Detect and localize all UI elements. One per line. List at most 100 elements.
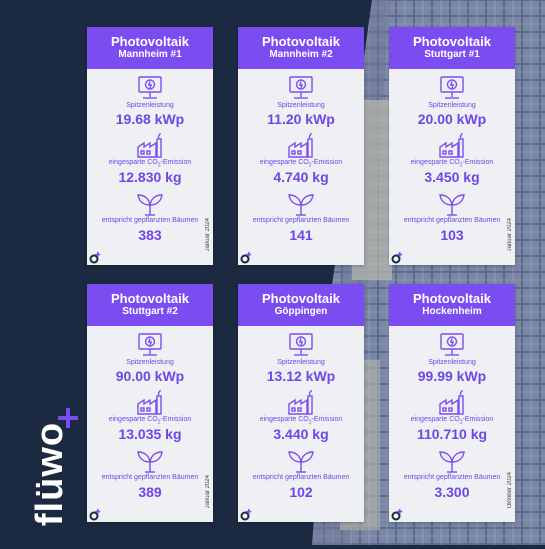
card-subtitle: Stuttgart #1 <box>424 49 480 60</box>
logo-text: flüwo <box>29 421 71 527</box>
peak-label: Spitzenleistung <box>126 102 174 109</box>
co2-label-sub: 2 <box>157 162 161 169</box>
trees-label: entspricht gepflanzten Bäumen <box>101 474 199 481</box>
co2-label-suffix: -Emission <box>160 416 192 423</box>
peak-value: 90.00 kWp <box>115 368 185 384</box>
co2-value: 12.830 kg <box>118 169 182 185</box>
date-label: Oktober 2024 <box>507 471 513 508</box>
sprout-icon <box>286 448 316 474</box>
trees-value: 3.300 <box>434 484 470 500</box>
trees-value: 389 <box>138 484 162 500</box>
co2-label: eingesparte CO2-Emission <box>389 416 515 425</box>
factory-icon <box>135 132 165 159</box>
card-header: Photovoltaik Mannheim #1 <box>87 27 213 69</box>
card-body: Spitzenleistung 11.20 kWp eingesparte CO… <box>238 69 364 265</box>
card-subtitle: Göppingen <box>274 306 328 317</box>
co2-label-sub: 2 <box>157 419 161 426</box>
mini-logo-icon <box>89 251 101 264</box>
solar-panel-icon <box>135 75 165 101</box>
card-body: Spitzenleistung 99.99 kWp eingesparte CO… <box>389 326 515 522</box>
mini-logo-icon <box>240 508 252 521</box>
co2-label-suffix: -Emission <box>462 159 494 166</box>
card-title: Photovoltaik <box>412 291 491 306</box>
peak-value: 13.12 kWp <box>266 368 336 384</box>
co2-value: 110.710 kg <box>416 426 488 442</box>
factory-icon <box>286 132 316 159</box>
sprout-icon <box>135 191 165 217</box>
mini-logo-icon <box>391 251 403 264</box>
peak-value: 11.20 kWp <box>267 111 335 127</box>
co2-label-suffix: -Emission <box>311 416 343 423</box>
card-header: Photovoltaik Stuttgart #1 <box>389 27 515 69</box>
co2-label-suffix: -Emission <box>311 159 343 166</box>
card-header: Photovoltaik Hockenheim <box>389 284 515 326</box>
trees-label: entspricht gepflanzten Bäumen <box>101 217 199 224</box>
pv-card: Photovoltaik Hockenheim Spitzenleistung … <box>389 284 515 522</box>
card-body: Spitzenleistung 19.68 kWp eingesparte CO… <box>87 69 213 265</box>
peak-value: 19.68 kWp <box>115 111 185 127</box>
logo-plus-horizontal <box>58 416 78 420</box>
co2-label-sub: 2 <box>459 162 463 169</box>
trees-label: entspricht gepflanzten Bäumen <box>403 217 501 224</box>
card-subtitle: Mannheim #1 <box>118 49 182 60</box>
mini-logo-icon <box>391 508 403 521</box>
co2-label-sub: 2 <box>308 162 312 169</box>
co2-label-prefix: eingesparte CO <box>108 159 158 166</box>
card-body: Spitzenleistung 20.00 kWp eingesparte CO… <box>389 69 515 265</box>
card-title: Photovoltaik <box>412 34 491 49</box>
card-header: Photovoltaik Stuttgart #2 <box>87 284 213 326</box>
mini-logo-icon <box>89 508 101 521</box>
co2-value: 3.440 kg <box>273 426 329 442</box>
factory-icon <box>286 389 316 416</box>
pv-card: Photovoltaik Göppingen Spitzenleistung 1… <box>238 284 364 522</box>
date-label: Januar 2024 <box>205 474 211 508</box>
sprout-icon <box>437 191 467 217</box>
date-label: Januar 2024 <box>205 217 211 251</box>
co2-label-prefix: eingesparte CO <box>259 416 309 423</box>
trees-value: 102 <box>289 484 313 500</box>
co2-label: eingesparte CO2-Emission <box>87 416 213 425</box>
co2-label-sub: 2 <box>459 419 463 426</box>
solar-panel-icon <box>437 332 467 358</box>
trees-label: entspricht gepflanzten Bäumen <box>252 474 350 481</box>
co2-label-suffix: -Emission <box>160 159 192 166</box>
co2-label: eingesparte CO2-Emission <box>87 159 213 168</box>
peak-label: Spitzenleistung <box>277 359 325 366</box>
co2-label-prefix: eingesparte CO <box>410 416 460 423</box>
solar-panel-icon <box>286 75 316 101</box>
factory-icon <box>135 389 165 416</box>
card-header: Photovoltaik Göppingen <box>238 284 364 326</box>
pv-card: Photovoltaik Mannheim #2 Spitzenleistung… <box>238 27 364 265</box>
co2-label-suffix: -Emission <box>462 416 494 423</box>
trees-value: 141 <box>289 227 313 243</box>
date-label: Januar 2024 <box>507 217 513 251</box>
card-header: Photovoltaik Mannheim #2 <box>238 27 364 69</box>
card-title: Photovoltaik <box>110 34 189 49</box>
pv-card: Photovoltaik Stuttgart #1 Spitzenleistun… <box>389 27 515 265</box>
co2-value: 13.035 kg <box>118 426 182 442</box>
trees-label: entspricht gepflanzten Bäumen <box>252 217 350 224</box>
sprout-icon <box>286 191 316 217</box>
sprout-icon <box>135 448 165 474</box>
peak-label: Spitzenleistung <box>277 102 325 109</box>
card-body: Spitzenleistung 90.00 kWp eingesparte CO… <box>87 326 213 522</box>
card-title: Photovoltaik <box>261 34 340 49</box>
co2-label-sub: 2 <box>308 419 312 426</box>
co2-label-prefix: eingesparte CO <box>259 159 309 166</box>
mini-logo-icon <box>240 251 252 264</box>
solar-panel-icon <box>286 332 316 358</box>
fluewo-logo: flüwo <box>18 390 78 540</box>
solar-panel-icon <box>437 75 467 101</box>
co2-label-prefix: eingesparte CO <box>108 416 158 423</box>
co2-label: eingesparte CO2-Emission <box>238 159 364 168</box>
sprout-icon <box>437 448 467 474</box>
peak-label: Spitzenleistung <box>428 359 476 366</box>
factory-icon <box>437 389 467 416</box>
pv-card: Photovoltaik Mannheim #1 Spitzenleistung… <box>87 27 213 265</box>
peak-label: Spitzenleistung <box>126 359 174 366</box>
card-subtitle: Hockenheim <box>422 306 482 317</box>
co2-label: eingesparte CO2-Emission <box>238 416 364 425</box>
factory-icon <box>437 132 467 159</box>
card-title: Photovoltaik <box>261 291 340 306</box>
card-subtitle: Stuttgart #2 <box>122 306 178 317</box>
